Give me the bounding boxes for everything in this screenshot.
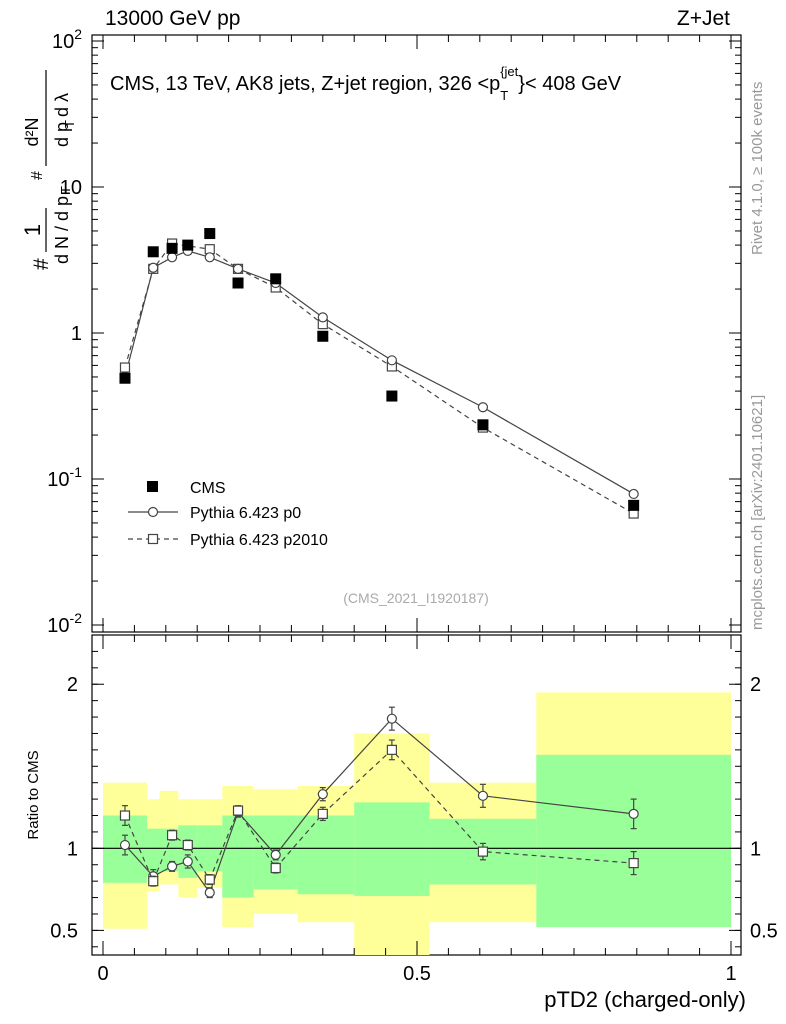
svg-text:d p d λ: d p d λ — [52, 93, 72, 147]
ratio-point-s1-4 — [204, 874, 215, 885]
legend-label-cms: CMS — [190, 480, 226, 497]
ratio-point-s1-3 — [182, 839, 193, 851]
main-y-tick-label: 10-1 — [47, 464, 82, 491]
main-series-group — [119, 228, 640, 519]
ratio-point-s0-3 — [182, 856, 193, 867]
svg-text:1: 1 — [20, 224, 45, 236]
svg-text:#: # — [30, 258, 53, 270]
ratio-point-s0-6 — [270, 849, 281, 860]
x-tick-label: 0 — [97, 963, 108, 985]
ratio-y-tick-label-right: 0.5 — [750, 920, 778, 942]
ratio-point-s1-9 — [477, 846, 489, 857]
legend-marker-cms — [147, 481, 158, 492]
main-point-s1-2 — [166, 252, 178, 263]
ratio-point-s1-0 — [119, 810, 131, 821]
ratio-point-s1-10 — [628, 858, 639, 869]
main-series-line-1 — [124, 250, 634, 495]
ratio-point-s1-8 — [386, 744, 397, 755]
main-point-s1-5 — [232, 263, 244, 274]
main-point-s0-9 — [477, 419, 489, 431]
ratio-y-tick-label-right: 2 — [750, 674, 761, 696]
main-point-s0-5 — [232, 277, 244, 289]
main-point-s0-10 — [628, 499, 640, 511]
header-energy-label: 13000 GeV pp — [105, 7, 240, 30]
mcplots-label: mcplots.cern.ch [arXiv:2401.10621] — [749, 395, 766, 630]
main-point-s1-8 — [386, 355, 397, 366]
main-y-tick-label: 10 — [60, 177, 82, 199]
ratio-y-ticks: 0.5 0.5 1 1 2 2 — [50, 650, 778, 948]
ratio-point-s1-7 — [317, 808, 328, 819]
ratio-point-s1-5 — [232, 805, 244, 816]
main-point-s0-4 — [204, 228, 216, 240]
x-tick-label: 1 — [725, 963, 736, 985]
legend-marker-p2010 — [147, 533, 159, 545]
x-axis-label: pTD2 (charged-only) — [544, 987, 746, 1012]
ratio-y-tick-label-right: 1 — [750, 838, 761, 860]
ratio-uncertainty-bands — [103, 692, 731, 955]
legend-label-p0: Pythia 6.423 p0 — [190, 505, 301, 522]
main-point-s1-1 — [148, 262, 159, 273]
band-green-7 — [297, 815, 355, 895]
main-point-s0-8 — [386, 390, 398, 402]
main-point-s1-7 — [317, 312, 328, 323]
main-y-axis-title: # 1 d N / d p T # d²N d p d λ T — [20, 70, 77, 270]
band-green-1 — [146, 828, 160, 875]
main-point-s0-6 — [270, 273, 282, 285]
main-y-tick-label: 10-2 — [47, 610, 82, 637]
svg-text:T: T — [62, 120, 77, 128]
main-point-s0-3 — [182, 239, 194, 251]
header-process-label: Z+Jet — [677, 7, 730, 30]
ratio-series-group — [119, 706, 639, 899]
main-point-s1-4 — [204, 252, 215, 263]
main-y-tick-label: 102 — [52, 26, 82, 53]
legend: CMS Pythia 6.423 p0 Pythia 6.423 p2010 — [128, 480, 328, 549]
ratio-y-tick-label: 2 — [67, 674, 78, 696]
ratio-point-s0-10 — [628, 808, 639, 819]
plot-title: CMS, 13 TeV, AK8 jets, Z+jet region, 326… — [110, 64, 622, 103]
main-point-s0-1 — [147, 246, 159, 258]
ratio-point-s0-7 — [317, 789, 328, 800]
rivet-version-label: Rivet 4.1.0, ≥ 100k events — [749, 82, 766, 255]
x-tick-label: 0.5 — [403, 963, 431, 985]
ratio-y-axis-label: Ratio to CMS — [25, 750, 42, 839]
main-point-s1-10 — [628, 488, 639, 500]
ratio-point-s1-1 — [148, 876, 159, 887]
svg-text:d N / d p: d N / d p — [52, 196, 72, 264]
main-point-s1-9 — [477, 402, 489, 413]
band-green-10 — [536, 754, 731, 928]
ratio-point-s0-0 — [119, 839, 131, 851]
band-green-8 — [354, 802, 430, 896]
main-point-s0-2 — [166, 242, 178, 254]
main-point-s0-0 — [119, 372, 131, 384]
x-ticks: 0 0.5 1 — [97, 35, 737, 985]
ratio-point-s0-4 — [204, 887, 215, 898]
svg-text:T: T — [58, 186, 73, 194]
ratio-point-s1-2 — [166, 830, 178, 841]
main-point-s2-0 — [119, 362, 131, 373]
ratio-y-tick-label: 1 — [67, 838, 78, 860]
legend-label-p2010: Pythia 6.423 p2010 — [190, 532, 328, 549]
band-green-3 — [178, 825, 198, 878]
band-green-5 — [222, 815, 254, 898]
ratio-y-tick-label: 0.5 — [50, 920, 78, 942]
legend-marker-p0 — [147, 506, 159, 518]
svg-text:d²N: d²N — [22, 117, 42, 146]
main-point-s0-7 — [317, 330, 329, 342]
analysis-watermark: (CMS_2021_I1920187) — [343, 590, 489, 606]
main-series-line-2 — [124, 242, 634, 515]
ratio-point-s1-6 — [270, 862, 281, 874]
svg-text:#: # — [29, 171, 46, 180]
main-y-tick-label: 1 — [71, 323, 82, 345]
ratio-point-s0-9 — [477, 790, 489, 801]
ratio-point-s0-8 — [386, 713, 397, 724]
main-y-ticks: 10-2 10-1 1 10 102 — [47, 26, 741, 637]
ratio-point-s0-2 — [166, 861, 178, 872]
